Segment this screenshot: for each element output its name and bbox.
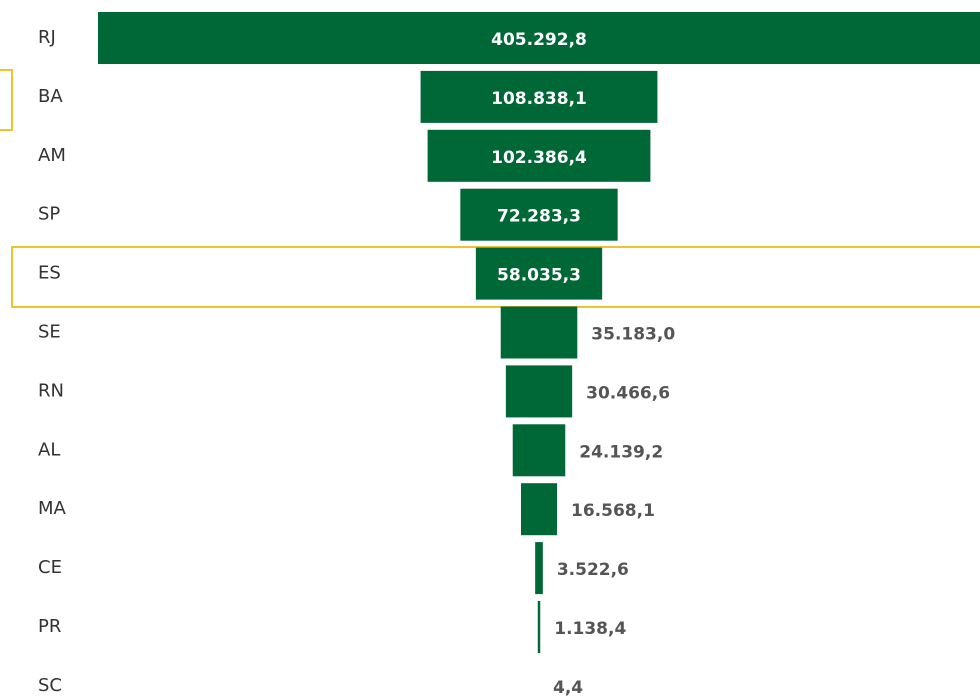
category-label: SE	[38, 322, 61, 343]
category-label: BA	[38, 86, 63, 107]
category-label: AL	[38, 439, 60, 460]
value-label: 58.035,3	[497, 266, 581, 286]
value-label: 1.138,4	[554, 619, 626, 639]
funnel-bar	[537, 601, 541, 653]
category-label: MA	[38, 498, 67, 519]
funnel-bar	[520, 483, 558, 536]
category-label: ES	[38, 263, 61, 284]
selection-highlight	[0, 69, 13, 131]
value-label: 102.386,4	[491, 148, 587, 168]
value-label: 4,4	[553, 678, 583, 698]
category-label: SC	[38, 675, 62, 696]
category-label: CE	[38, 557, 62, 578]
value-label: 35.183,0	[591, 325, 675, 345]
value-label: 72.283,3	[497, 207, 581, 227]
funnel-bar	[475, 247, 603, 300]
funnel-bar	[512, 424, 566, 477]
funnel-bar	[427, 129, 651, 182]
funnel-bar	[535, 542, 543, 595]
funnel-bar	[420, 70, 658, 123]
category-label: RN	[38, 380, 64, 401]
funnel-bar	[500, 306, 578, 359]
funnel-bar	[98, 12, 980, 64]
category-label: SP	[38, 204, 60, 225]
category-label: RJ	[38, 27, 56, 48]
funnel-bar	[505, 365, 573, 418]
funnel-bar	[460, 188, 618, 241]
value-label: 108.838,1	[491, 89, 587, 109]
value-label: 16.568,1	[571, 501, 655, 521]
category-label: PR	[38, 616, 61, 637]
value-label: 3.522,6	[557, 560, 629, 580]
value-label: 405.292,8	[491, 30, 587, 50]
value-label: 24.139,2	[579, 442, 663, 462]
category-label: AM	[38, 145, 66, 166]
value-label: 30.466,6	[586, 383, 670, 403]
